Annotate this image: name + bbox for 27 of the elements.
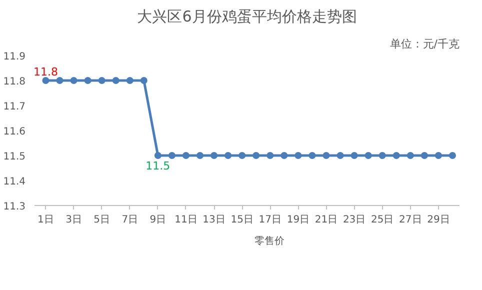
x-tick-label: 1日 — [38, 214, 54, 226]
y-tick-label: 11.3 — [3, 202, 26, 212]
x-tick-label: 11日 — [174, 214, 198, 226]
y-tick-label: 11.4 — [3, 176, 26, 188]
x-tick-label: 25日 — [370, 214, 394, 226]
y-tick-label: 11.5 — [3, 152, 26, 162]
x-tick-label: 13日 — [202, 214, 226, 226]
x-tick-label: 21日 — [314, 214, 338, 226]
x-tick-label: 7日 — [122, 214, 138, 226]
x-tick-label: 27日 — [399, 214, 422, 226]
annotation: 11.5 — [146, 160, 170, 172]
text: 单位：元/千克 — [390, 38, 460, 50]
annotation: 11.8 — [33, 66, 58, 78]
y-tick-label: 11.8 — [3, 76, 26, 88]
text: 零售价 — [254, 235, 284, 248]
x-tick-label: 17日 — [258, 214, 282, 226]
y-tick-label: 11.9 — [3, 52, 26, 62]
x-tick-label: 3日 — [66, 214, 82, 226]
x-tick-label: 5日 — [94, 214, 110, 226]
chart-title: 大兴区6月份鸡蛋平均价格走势图 — [137, 8, 357, 26]
y-tick-label: 11.6 — [3, 126, 26, 138]
x-tick-label: 15日 — [230, 214, 254, 226]
x-tick-label: 9日 — [150, 214, 166, 226]
x-tick-label: 29日 — [427, 214, 450, 226]
x-tick-label: 19日 — [286, 214, 310, 226]
y-tick-label: 11.7 — [3, 102, 26, 112]
x-tick-label: 23日 — [342, 214, 366, 226]
